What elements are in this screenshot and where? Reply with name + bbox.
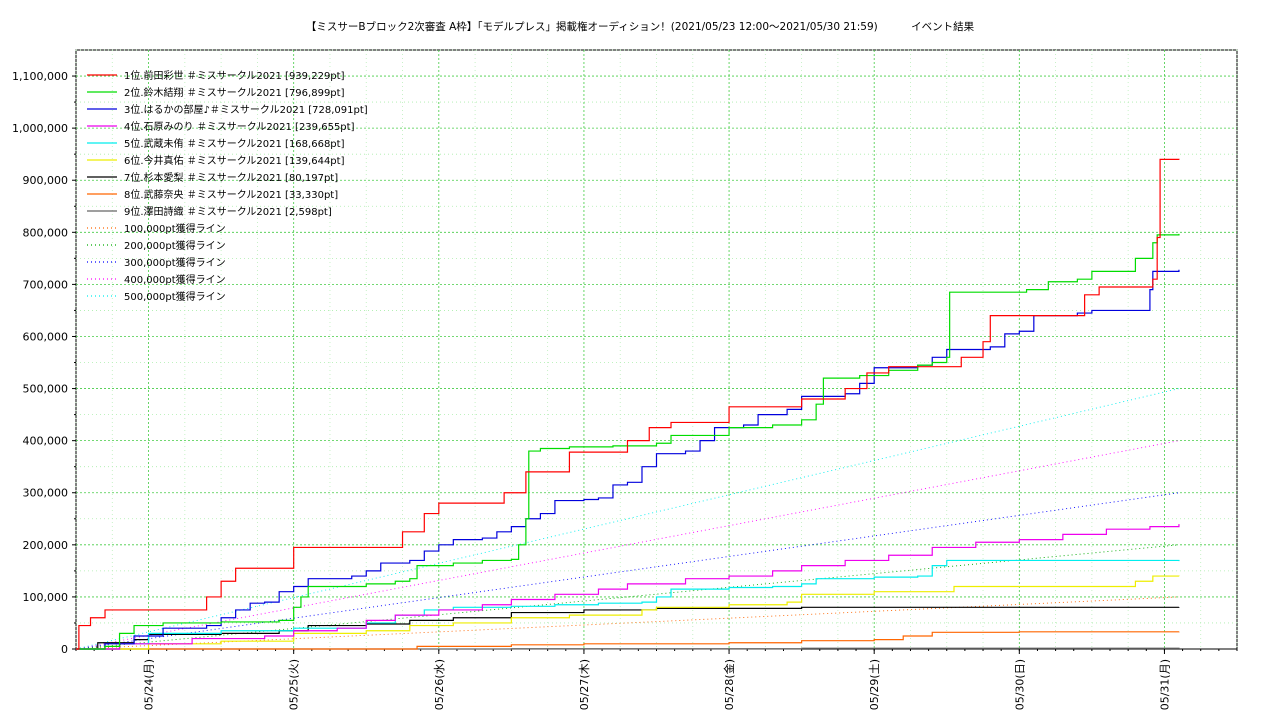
series-line	[76, 524, 1180, 650]
y-tick-label: 400,000	[23, 435, 69, 448]
reference-line	[75, 492, 1180, 650]
legend-label: 8位.武藤奈央 ＃ミスサークル2021 [33,330pt]	[124, 188, 338, 201]
reference-line	[75, 596, 1179, 650]
reference-line	[75, 544, 1179, 650]
series-line	[76, 559, 1180, 650]
series-line	[76, 647, 1180, 650]
series-line	[76, 158, 1180, 650]
x-tick-label: 05/24(月)	[143, 659, 156, 710]
x-tick-label: 05/31(月)	[1158, 659, 1171, 710]
legend-label: 2位.鈴木結翔 ＃ミスサークル2021 [796,899pt]	[124, 86, 345, 99]
y-tick-label: 500,000	[23, 383, 69, 396]
x-tick-label: 05/30(日)	[1013, 659, 1026, 710]
x-tick-label: 05/25(火)	[288, 659, 301, 710]
y-tick-label: 800,000	[23, 226, 69, 239]
y-tick-label: 600,000	[23, 330, 69, 343]
legend-label: 100,000pt獲得ライン	[124, 222, 226, 235]
legend-label: 4位.石原みのり ＃ミスサークル2021 [239,655pt]	[124, 120, 355, 133]
y-tick-label: 100,000	[23, 591, 69, 604]
y-tick-label: 1,000,000	[12, 122, 68, 135]
series-line	[76, 631, 1180, 650]
y-tick-label: 0	[61, 643, 68, 656]
series-line	[76, 575, 1180, 650]
chart-title: 【ミスサーBブロック2次審査 A枠】「モデルプレス」掲載権オーディション！(20…	[305, 21, 975, 33]
series-line	[76, 606, 1180, 650]
legend-label: 7位.杉本愛梨 ＃ミスサークル2021 [80,197pt]	[124, 171, 338, 184]
legend-label: 5位.武蔵未侑 ＃ミスサークル2021 [168,668pt]	[124, 137, 345, 150]
legend-label: 300,000pt獲得ライン	[124, 256, 226, 269]
legend-label: 200,000pt獲得ライン	[124, 239, 226, 252]
y-tick-label: 1,100,000	[12, 70, 68, 83]
legend-label: 6位.今井真佑 ＃ミスサークル2021 [139,644pt]	[124, 154, 345, 167]
legend-label: 3位.はるかの部屋♪＃ミスサークル2021 [728,091pt]	[124, 103, 368, 116]
y-tick-label: 700,000	[23, 278, 69, 291]
y-tick-label: 900,000	[23, 174, 69, 187]
x-tick-label: 05/28(金)	[722, 659, 736, 710]
legend-label: 1位.前田彩世 ＃ミスサークル2021 [939,229pt]	[124, 69, 345, 82]
reference-line	[75, 388, 1180, 650]
legend-label: 9位.澤田詩織 ＃ミスサークル2021 [2,598pt]	[124, 205, 332, 218]
legend-label: 500,000pt獲得ライン	[124, 290, 226, 303]
x-tick-label: 05/26(水)	[433, 659, 446, 710]
y-tick-label: 300,000	[23, 487, 69, 500]
series-line	[76, 233, 1180, 650]
x-tick-label: 05/27(木)	[578, 659, 591, 710]
y-tick-label: 200,000	[23, 539, 69, 552]
legend-label: 400,000pt獲得ライン	[124, 273, 226, 286]
series-line	[76, 269, 1180, 650]
x-tick-label: 05/29(土)	[868, 659, 881, 710]
